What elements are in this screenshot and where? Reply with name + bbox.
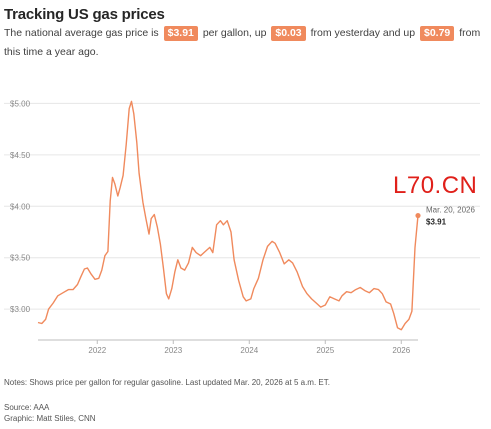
y-tick-label: $4.00 [10, 202, 31, 211]
current-price-badge: $3.91 [163, 26, 198, 41]
x-tick-label: 2026 [392, 346, 410, 355]
subtitle-text-4: from this time a year ago. [4, 27, 481, 58]
chart-source: Source: AAA Graphic: Matt Stiles, CNN [4, 402, 96, 424]
graphic-credit: Graphic: Matt Stiles, CNN [4, 414, 96, 423]
x-tick-label: 2025 [316, 346, 334, 355]
series-layer [37, 100, 419, 331]
y-tick-label: $4.50 [10, 151, 31, 160]
annotation-layer: Mar. 20, 2026 $3.91 [415, 206, 475, 227]
axes: $3.00 $3.50 $4.00 $4.50 $5.00 2022 2023 2024 202… [10, 99, 418, 355]
gas-price-line [37, 100, 419, 331]
x-tick-label: 2024 [240, 346, 258, 355]
chart-notes: Notes: Shows price per gallon for regula… [4, 378, 330, 387]
day-change-badge: $0.03 [271, 26, 306, 41]
x-tick-label: 2023 [164, 346, 182, 355]
source-label: Source: AAA [4, 403, 50, 412]
subtitle-text-3: from yesterday and up [310, 27, 416, 39]
x-tick-label: 2022 [88, 346, 106, 355]
subtitle-text-1: The national average gas price is [4, 27, 159, 39]
annotation-date: Mar. 20, 2026 [426, 206, 475, 215]
chart-subtitle: The national average gas price is $3.91 … [4, 24, 488, 62]
y-tick-label: $3.00 [10, 305, 31, 314]
year-change-badge: $0.79 [419, 26, 455, 41]
gridlines [4, 102, 480, 310]
chart-title: Tracking US gas prices [4, 6, 165, 23]
subtitle-text-2: per gallon, up [202, 27, 267, 39]
latest-point-marker [415, 212, 421, 219]
y-tick-label: $5.00 [10, 99, 31, 108]
watermark-text: L70.CN [393, 172, 478, 199]
y-tick-label: $3.50 [10, 254, 31, 263]
annotation-value: $3.91 [426, 218, 447, 227]
